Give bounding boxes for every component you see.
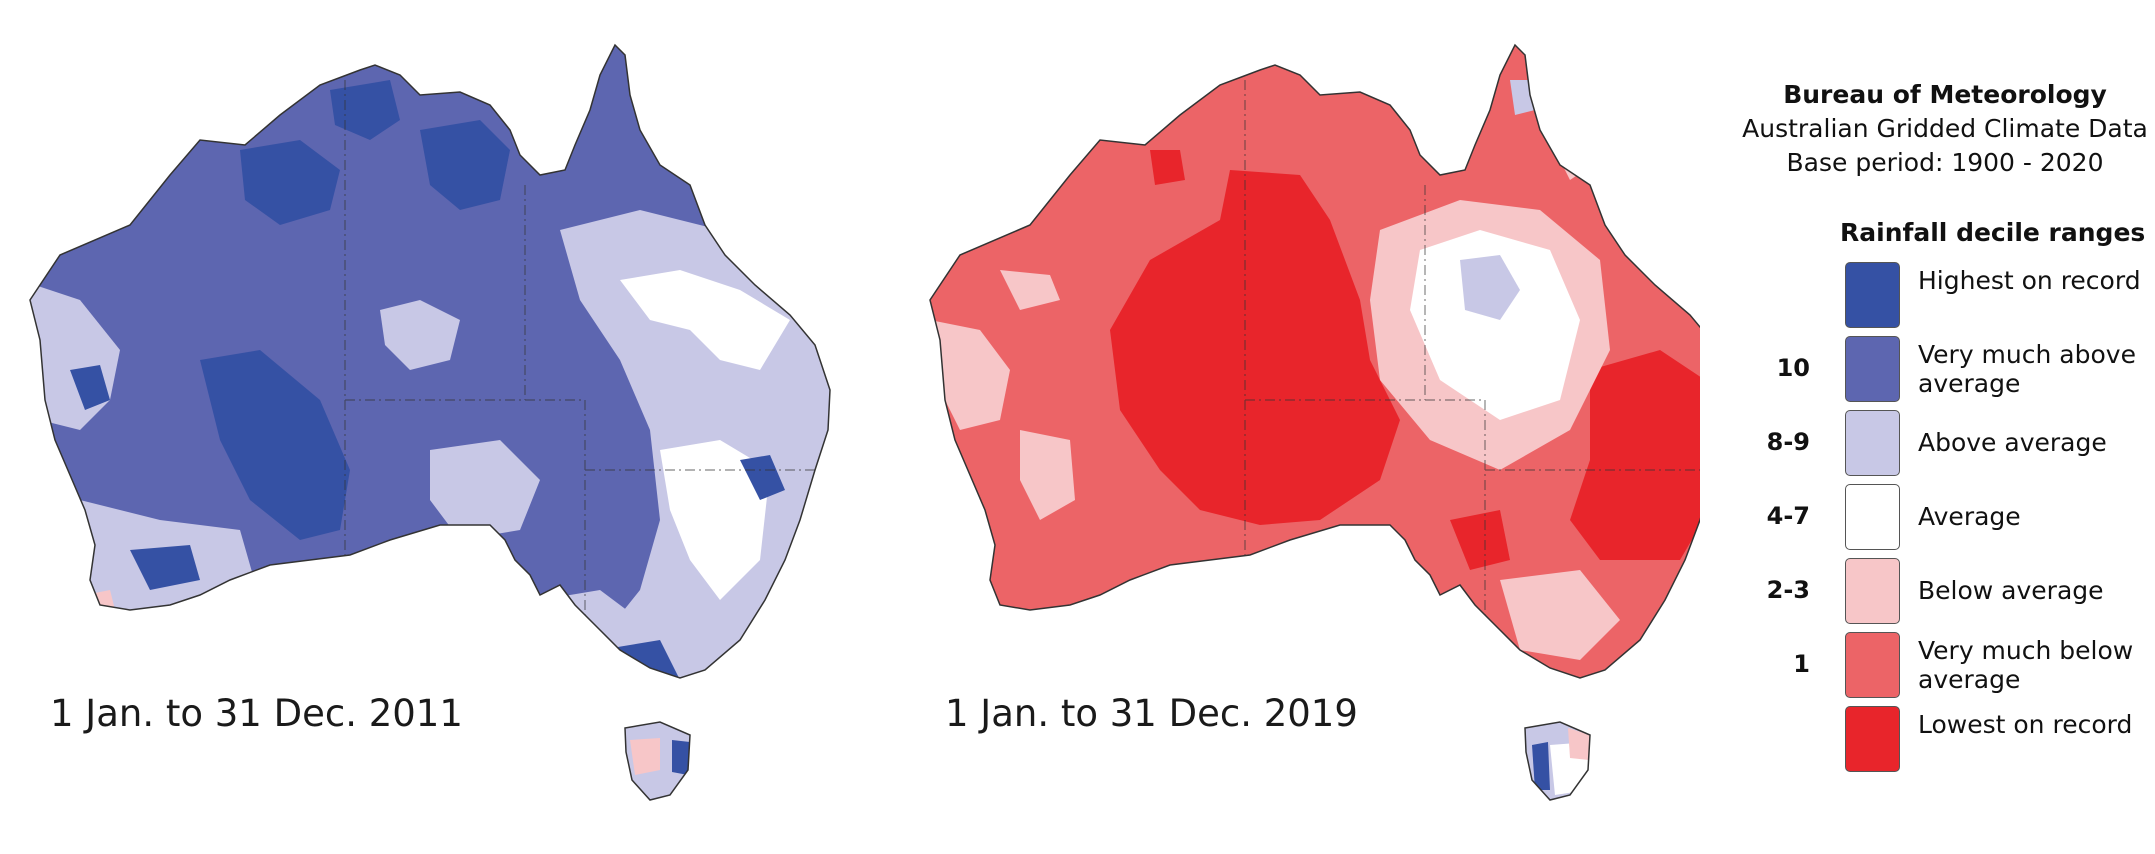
map-caption-2019: 1 Jan. to 31 Dec. 2019 [945,692,1358,735]
map-2019 [929,44,1700,801]
legend-label: Average [1918,502,2021,531]
region-below-average-tas [1568,728,1590,760]
source-agency: Bureau of Meteorology [1783,80,2107,109]
legend-label: Lowest on record [1918,710,2133,739]
legend-swatch [1845,558,1900,624]
legend-item-average: 4-7 Average [1730,484,2150,552]
region-below-average-southwest [1020,430,1075,520]
legend-item-below: 2-3 Below average [1730,558,2150,626]
region-below-average-northwest [1000,270,1060,310]
region-below-average-west [930,320,1010,430]
legend-swatch [1845,262,1900,328]
legend-title: Rainfall decile ranges [1840,218,2146,247]
region-below-average-sw [85,590,115,615]
legend-label: Above average [1918,428,2107,457]
legend-number: 4-7 [1766,502,1810,530]
region-below-average-tas [630,738,660,775]
region-highest-north-2 [330,80,400,140]
legend: Bureau of Meteorology Australian Gridded… [1730,78,2150,772]
legend-label: Very much above average [1918,340,2136,398]
legend-item-lowest: Lowest on record [1730,706,2150,774]
region-highest-north-1 [240,140,340,225]
region-lowest-central [1110,170,1400,525]
legend-swatch [1845,706,1900,772]
region-lowest-east [1570,350,1700,560]
legend-swatch [1845,410,1900,476]
legend-item-above: 8-9 Above average [1730,410,2150,478]
region-below-average-south [1500,570,1620,660]
region-average-east [1410,230,1580,420]
region-highest-east [740,455,785,500]
legend-swatch [1845,484,1900,550]
region-average-southeast [660,440,770,600]
region-highest-west [70,365,110,410]
region-above-average-inland [1460,255,1520,320]
source-dataset: Australian Gridded Climate Data [1742,114,2148,143]
state-borders [344,80,830,640]
legend-label: Below average [1918,576,2104,605]
legend-number: 2-3 [1766,576,1810,604]
source-base-period: Base period: 1900 - 2020 [1786,148,2104,177]
region-highest-north-3 [420,120,510,210]
legend-label: Very much below average [1918,636,2134,694]
state-borders [1244,80,1700,640]
region-highest-southwest [130,545,200,590]
region-highest-tas [1532,742,1550,790]
region-above-average-mid [430,440,540,540]
region-highest-tas [672,740,690,775]
region-average-east [620,270,790,370]
legend-item-very-much-below: 1 Very much below average [1730,632,2150,700]
rainfall-maps [29,44,1700,801]
region-highest-west-central [200,350,350,540]
map-caption-2011: 1 Jan. to 31 Dec. 2011 [50,692,463,735]
legend-number: 10 [1776,354,1810,382]
region-above-average-central [380,300,460,370]
legend-swatch [1845,632,1900,698]
legend-swatch [1845,336,1900,402]
map-2011 [29,44,831,801]
legend-item-very-much-above: 10 Very much above average [1730,336,2150,404]
region-lowest-southeast [1450,510,1510,570]
region-lowest-north [1150,150,1185,185]
legend-number: 1 [1793,650,1810,678]
legend-item-highest: Highest on record [1730,262,2150,330]
legend-number: 8-9 [1766,428,1810,456]
legend-label: Highest on record [1918,266,2141,295]
